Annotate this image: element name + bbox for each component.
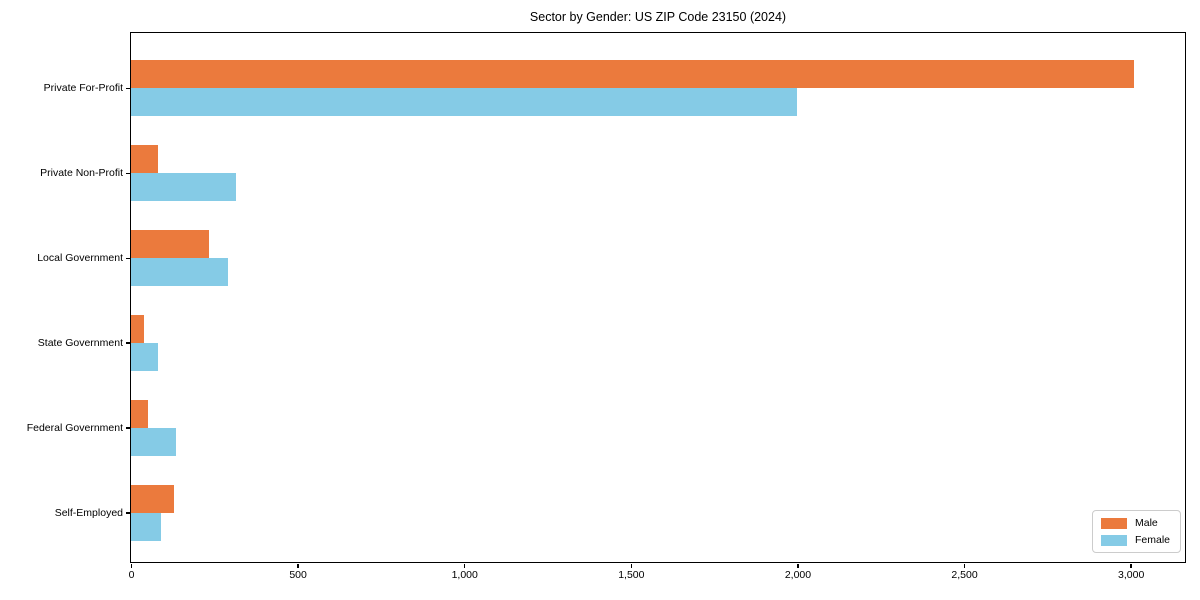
x-tick-label-1: 500 [289, 568, 307, 581]
y-tick-1 [125, 172, 130, 175]
bar-female-4 [131, 427, 176, 456]
y-axis-label-4: Federal Government [26, 421, 123, 434]
y-tick-3 [125, 342, 130, 344]
bar-female-0 [131, 88, 798, 116]
y-tick-2 [125, 257, 130, 260]
x-tick-4 [797, 563, 799, 568]
bar-female-1 [131, 172, 236, 201]
bar-female-5 [131, 512, 161, 541]
y-tick-5 [125, 512, 130, 514]
x-tick-1 [297, 563, 299, 568]
x-tick-2 [463, 563, 466, 568]
y-tick-4 [125, 427, 130, 429]
bar-male-4 [131, 399, 148, 428]
x-tick-label-2: 1,000 [451, 568, 478, 581]
bar-male-2 [131, 229, 210, 258]
y-axis-label-3: State Government [37, 336, 123, 349]
plot-area: Male Female [130, 32, 1186, 563]
legend-item-male: Male [1100, 517, 1170, 529]
legend-swatch-male [1100, 517, 1127, 529]
x-tick-0 [130, 563, 133, 568]
x-tick-5 [963, 563, 966, 568]
x-tick-6 [1130, 563, 1132, 568]
legend-swatch-female [1100, 534, 1127, 546]
y-axis-label-0: Private For-Profit [43, 82, 123, 94]
bar-male-0 [131, 60, 1135, 88]
x-tick-label-6: 3,000 [1118, 568, 1145, 581]
y-axis-label-5: Self-Employed [54, 506, 123, 519]
x-tick-label-0: 0 [128, 568, 135, 581]
x-tick-label-5: 2,500 [951, 568, 978, 581]
bar-male-1 [131, 144, 158, 173]
legend-label-female: Female [1134, 534, 1170, 546]
x-tick-label-4: 2,000 [784, 568, 812, 581]
y-axis-label-2: Local Government [37, 251, 123, 264]
bar-male-5 [131, 484, 175, 513]
chart-title: Sector by Gender: US ZIP Code 23150 (202… [529, 10, 787, 24]
bar-female-2 [131, 257, 228, 286]
y-tick-0 [125, 87, 130, 90]
bar-male-3 [131, 314, 145, 343]
legend-item-female: Female [1100, 534, 1170, 546]
legend-label-male: Male [1134, 517, 1158, 529]
legend: Male Female [1091, 510, 1181, 553]
x-tick-label-3: 1,500 [618, 568, 645, 581]
x-tick-3 [630, 563, 633, 568]
bar-female-3 [131, 342, 158, 371]
y-axis-label-1: Private Non-Profit [40, 166, 123, 179]
